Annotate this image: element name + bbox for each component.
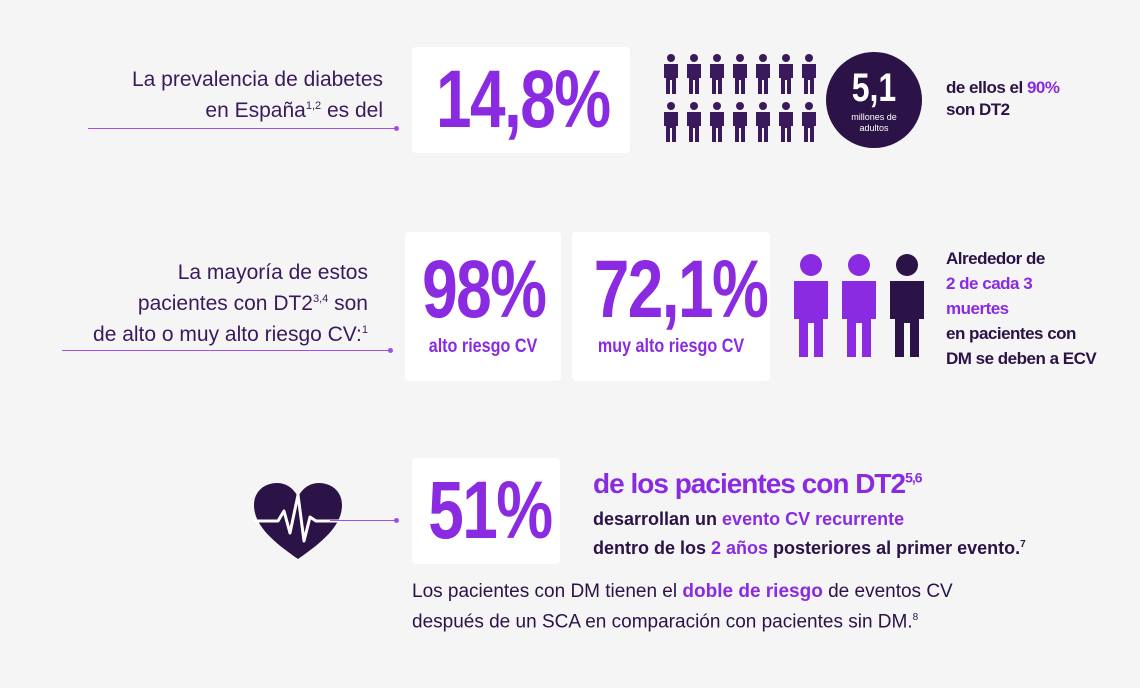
adults-caption-2: adultos	[859, 123, 889, 133]
footnote-line2: después de un SCA en comparación con pac…	[412, 611, 919, 633]
risk-label-line3: de alto o muy alto riesgo CV:1	[93, 323, 368, 346]
connector-dot-1	[394, 126, 399, 131]
dt2-note-line1: de ellos el 90%	[946, 78, 1060, 97]
people-grid	[664, 54, 816, 142]
risk-label: La mayoría de estos pacientes con DT23,4…	[8, 259, 368, 348]
connector-line-2	[62, 350, 390, 351]
adults-value: 5,1	[851, 66, 897, 110]
dt2-note: de ellos el 90% son DT2	[946, 77, 1060, 121]
recurrent-detail-line1: desarrollan un evento CV recurrente	[593, 509, 905, 529]
person-icon-purple-1	[794, 254, 828, 357]
prevalence-stat: 14,8%	[435, 54, 611, 145]
recurrent-card: 51%	[412, 458, 560, 564]
very-high-risk-stat: 72,1%	[593, 244, 769, 335]
risk-label-line1: La mayoría de estos	[177, 261, 368, 284]
heart-ecg-icon	[254, 483, 342, 559]
prevalence-card: 14,8%	[412, 47, 630, 153]
person-icon-purple-2	[842, 254, 876, 357]
recurrent-headline: de los pacientes con DT25,6	[593, 468, 923, 499]
connector-dot-2	[388, 348, 393, 353]
recurrent-stat: 51%	[428, 465, 553, 556]
connector-line-1	[88, 128, 396, 129]
high-risk-card: 98% alto riesgo CV	[405, 232, 561, 381]
deaths-note-line2: 2 de cada 3	[946, 274, 1033, 293]
person-icon-dark	[890, 254, 924, 357]
deaths-people	[794, 254, 924, 357]
person-icon-row1	[664, 54, 816, 94]
person-icon-row2	[664, 102, 816, 142]
high-risk-sub: alto riesgo CV	[428, 336, 538, 357]
very-high-risk-sub: muy alto riesgo CV	[597, 336, 745, 357]
deaths-note-line4: en pacientes con	[946, 324, 1076, 343]
connector-dot-3	[394, 518, 399, 523]
footnote-line1: Los pacientes con DM tienen el doble de …	[412, 581, 953, 602]
footnote: Los pacientes con DM tienen el doble de …	[412, 579, 953, 635]
very-high-risk-card: 72,1% muy alto riesgo CV	[572, 232, 770, 381]
prevalence-label-line2: en España1,2 es del	[205, 99, 383, 122]
high-risk-stat: 98%	[422, 244, 547, 335]
recurrent-detail: desarrollan un evento CV recurrente dent…	[593, 507, 1026, 561]
recurrent-detail-line2: dentro de los 2 años posteriores al prim…	[593, 538, 1026, 558]
deaths-note-line5: DM se deben a ECV	[946, 349, 1097, 368]
prevalence-label-line1: La prevalencia de diabetes	[131, 68, 383, 91]
deaths-note: Alrededor de 2 de cada 3 muertes en paci…	[946, 246, 1097, 371]
connector-line-3	[330, 520, 396, 521]
prevalence-label: La prevalencia de diabetes en España1,2 …	[43, 66, 383, 124]
dt2-note-line2: son DT2	[946, 100, 1010, 119]
adults-circle: 5,1 millones de adultos	[826, 52, 922, 148]
deaths-note-line1: Alrededor de	[946, 249, 1045, 268]
deaths-note-line3: muertes	[946, 299, 1009, 318]
adults-caption-1: millones de	[851, 112, 897, 122]
risk-label-line2: pacientes con DT23,4 son	[137, 292, 368, 315]
